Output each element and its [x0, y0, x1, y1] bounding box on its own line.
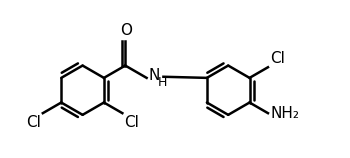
Text: H: H [158, 76, 167, 89]
Text: N: N [149, 68, 160, 83]
Text: Cl: Cl [125, 115, 140, 130]
Text: NH₂: NH₂ [270, 106, 299, 121]
Text: Cl: Cl [270, 51, 285, 66]
Text: O: O [120, 23, 132, 38]
Text: Cl: Cl [26, 115, 41, 130]
